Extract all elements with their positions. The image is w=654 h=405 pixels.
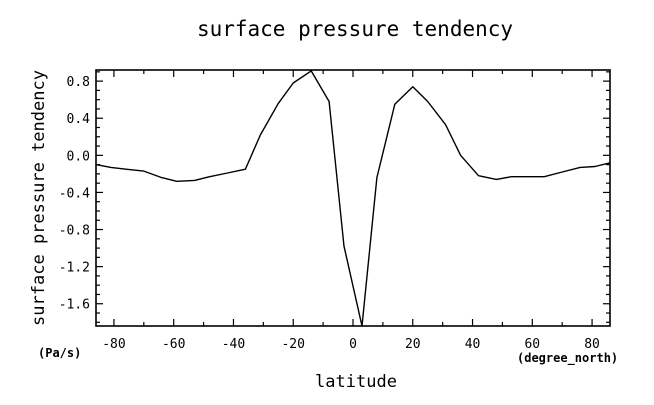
y-axis: 0.8 0.4 0.0 -0.4 -0.8 -1.2 -1.6 [59,71,610,323]
plot-area [95,70,611,327]
x-axis: -80 -60 -40 -20 0 20 40 60 80 [102,70,600,352]
y-unit-label: (Pa/s) [38,346,81,360]
x-tick-label: -20 [281,337,304,352]
x-tick-label: -80 [102,337,125,352]
y-tick-label: -1.6 [59,298,90,313]
x-axis-label: latitude [315,372,397,392]
x-tick-label: 20 [405,337,421,352]
x-tick-label: 60 [524,337,540,352]
y-tick-label: 0.0 [67,149,90,164]
x-tick-label: 0 [349,337,357,352]
x-tick-label: 40 [465,337,481,352]
x-tick-label: 80 [584,337,600,352]
x-unit-label: (degree_north) [517,351,618,366]
y-axis-label: surface pressure tendency [29,70,49,326]
chart-title: surface pressure tendency [197,17,513,41]
y-tick-label: -0.8 [59,224,90,239]
x-tick-label: -60 [162,337,185,352]
y-tick-label: -0.4 [59,186,90,201]
y-tick-label: -1.2 [59,261,90,276]
y-tick-label: 0.8 [67,75,90,90]
series-line-1 [95,70,611,327]
y-tick-label: 0.4 [67,112,91,127]
x-tick-label: -40 [222,337,245,352]
